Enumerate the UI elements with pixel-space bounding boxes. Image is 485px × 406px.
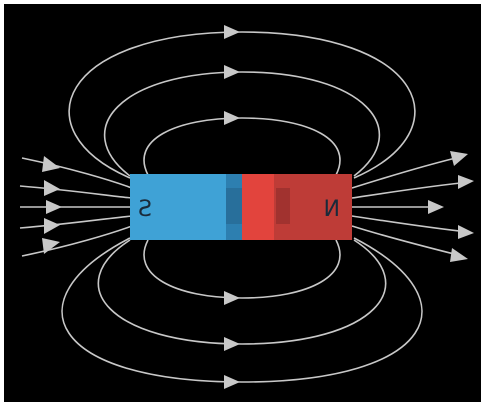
arrowhead-icon [44, 218, 60, 234]
field-lines-top [68, 31, 416, 179]
arrowhead-icon [224, 25, 240, 39]
arrowhead-icon [42, 238, 60, 254]
field-line-left-5 [21, 225, 133, 257]
north-pole-label: N [324, 197, 340, 222]
arrowhead-icon [224, 337, 240, 351]
field-lines-bottom [61, 237, 423, 383]
south-pole-block [130, 174, 242, 240]
field-loop-bottom-outer [61, 237, 423, 383]
arrowheads [42, 25, 474, 389]
south-pole-core [226, 188, 242, 224]
arrowhead-icon [458, 175, 474, 189]
arrowhead-icon [42, 156, 60, 172]
field-loop-top-inner [143, 117, 341, 176]
field-line-left-2 [19, 185, 133, 199]
bar-magnet: S N [130, 174, 352, 240]
arrowhead-icon [450, 151, 468, 166]
arrowhead-icon [224, 375, 240, 389]
arrowhead-icon [224, 111, 240, 125]
arrowhead-icon [450, 248, 468, 262]
arrowhead-icon [224, 65, 240, 79]
field-loop-top-outer [68, 31, 416, 179]
field-line-left-1 [21, 157, 133, 189]
arrowhead-icon [46, 200, 62, 214]
arrowhead-icon [224, 291, 240, 305]
field-lines-left [19, 157, 133, 257]
arrowhead-icon [44, 180, 60, 196]
field-line-right-2 [351, 181, 471, 199]
field-loop-bottom-middle [97, 239, 387, 345]
field-loop-top-middle [103, 71, 381, 177]
north-pole-core [276, 188, 290, 224]
arrowhead-icon [428, 200, 444, 214]
field-line-left-4 [19, 215, 133, 229]
arrowhead-icon [458, 225, 474, 239]
field-line-right-4 [351, 215, 469, 233]
field-loop-bottom-inner [143, 239, 341, 299]
south-pole-label: S [138, 197, 152, 222]
